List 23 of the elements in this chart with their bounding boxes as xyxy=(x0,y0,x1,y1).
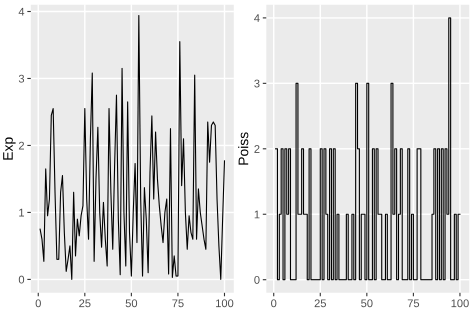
y-axis-title: Poiss xyxy=(238,132,248,165)
y-tick-label: 1 xyxy=(254,210,260,218)
y-tick-label: 3 xyxy=(18,74,24,83)
y-tick-label: 3 xyxy=(254,80,260,88)
x-tick-label: 50 xyxy=(361,299,373,308)
x-tick-label: 100 xyxy=(216,299,234,308)
x-tick-label: 100 xyxy=(452,299,469,308)
y-tick-label: 2 xyxy=(254,145,260,153)
x-tick-label: 75 xyxy=(408,299,420,308)
y-tick-label: 2 xyxy=(18,142,24,150)
x-tick-label: 75 xyxy=(172,299,184,308)
y-tick-label: 1 xyxy=(19,208,24,216)
y-tick-label: 0 xyxy=(254,276,260,284)
y-axis-title: Exp xyxy=(3,137,16,160)
x-tick-label: 0 xyxy=(36,299,41,308)
y-tick-label: 4 xyxy=(18,8,24,16)
x-tick-label: 50 xyxy=(126,299,138,308)
y-tick-label: 0 xyxy=(18,276,24,284)
y-tick-label: 4 xyxy=(254,14,260,22)
x-tick-label: 0 xyxy=(271,299,276,308)
line-series xyxy=(40,14,226,280)
x-tick-label: 25 xyxy=(79,299,91,308)
x-tick-label: 25 xyxy=(314,299,326,308)
